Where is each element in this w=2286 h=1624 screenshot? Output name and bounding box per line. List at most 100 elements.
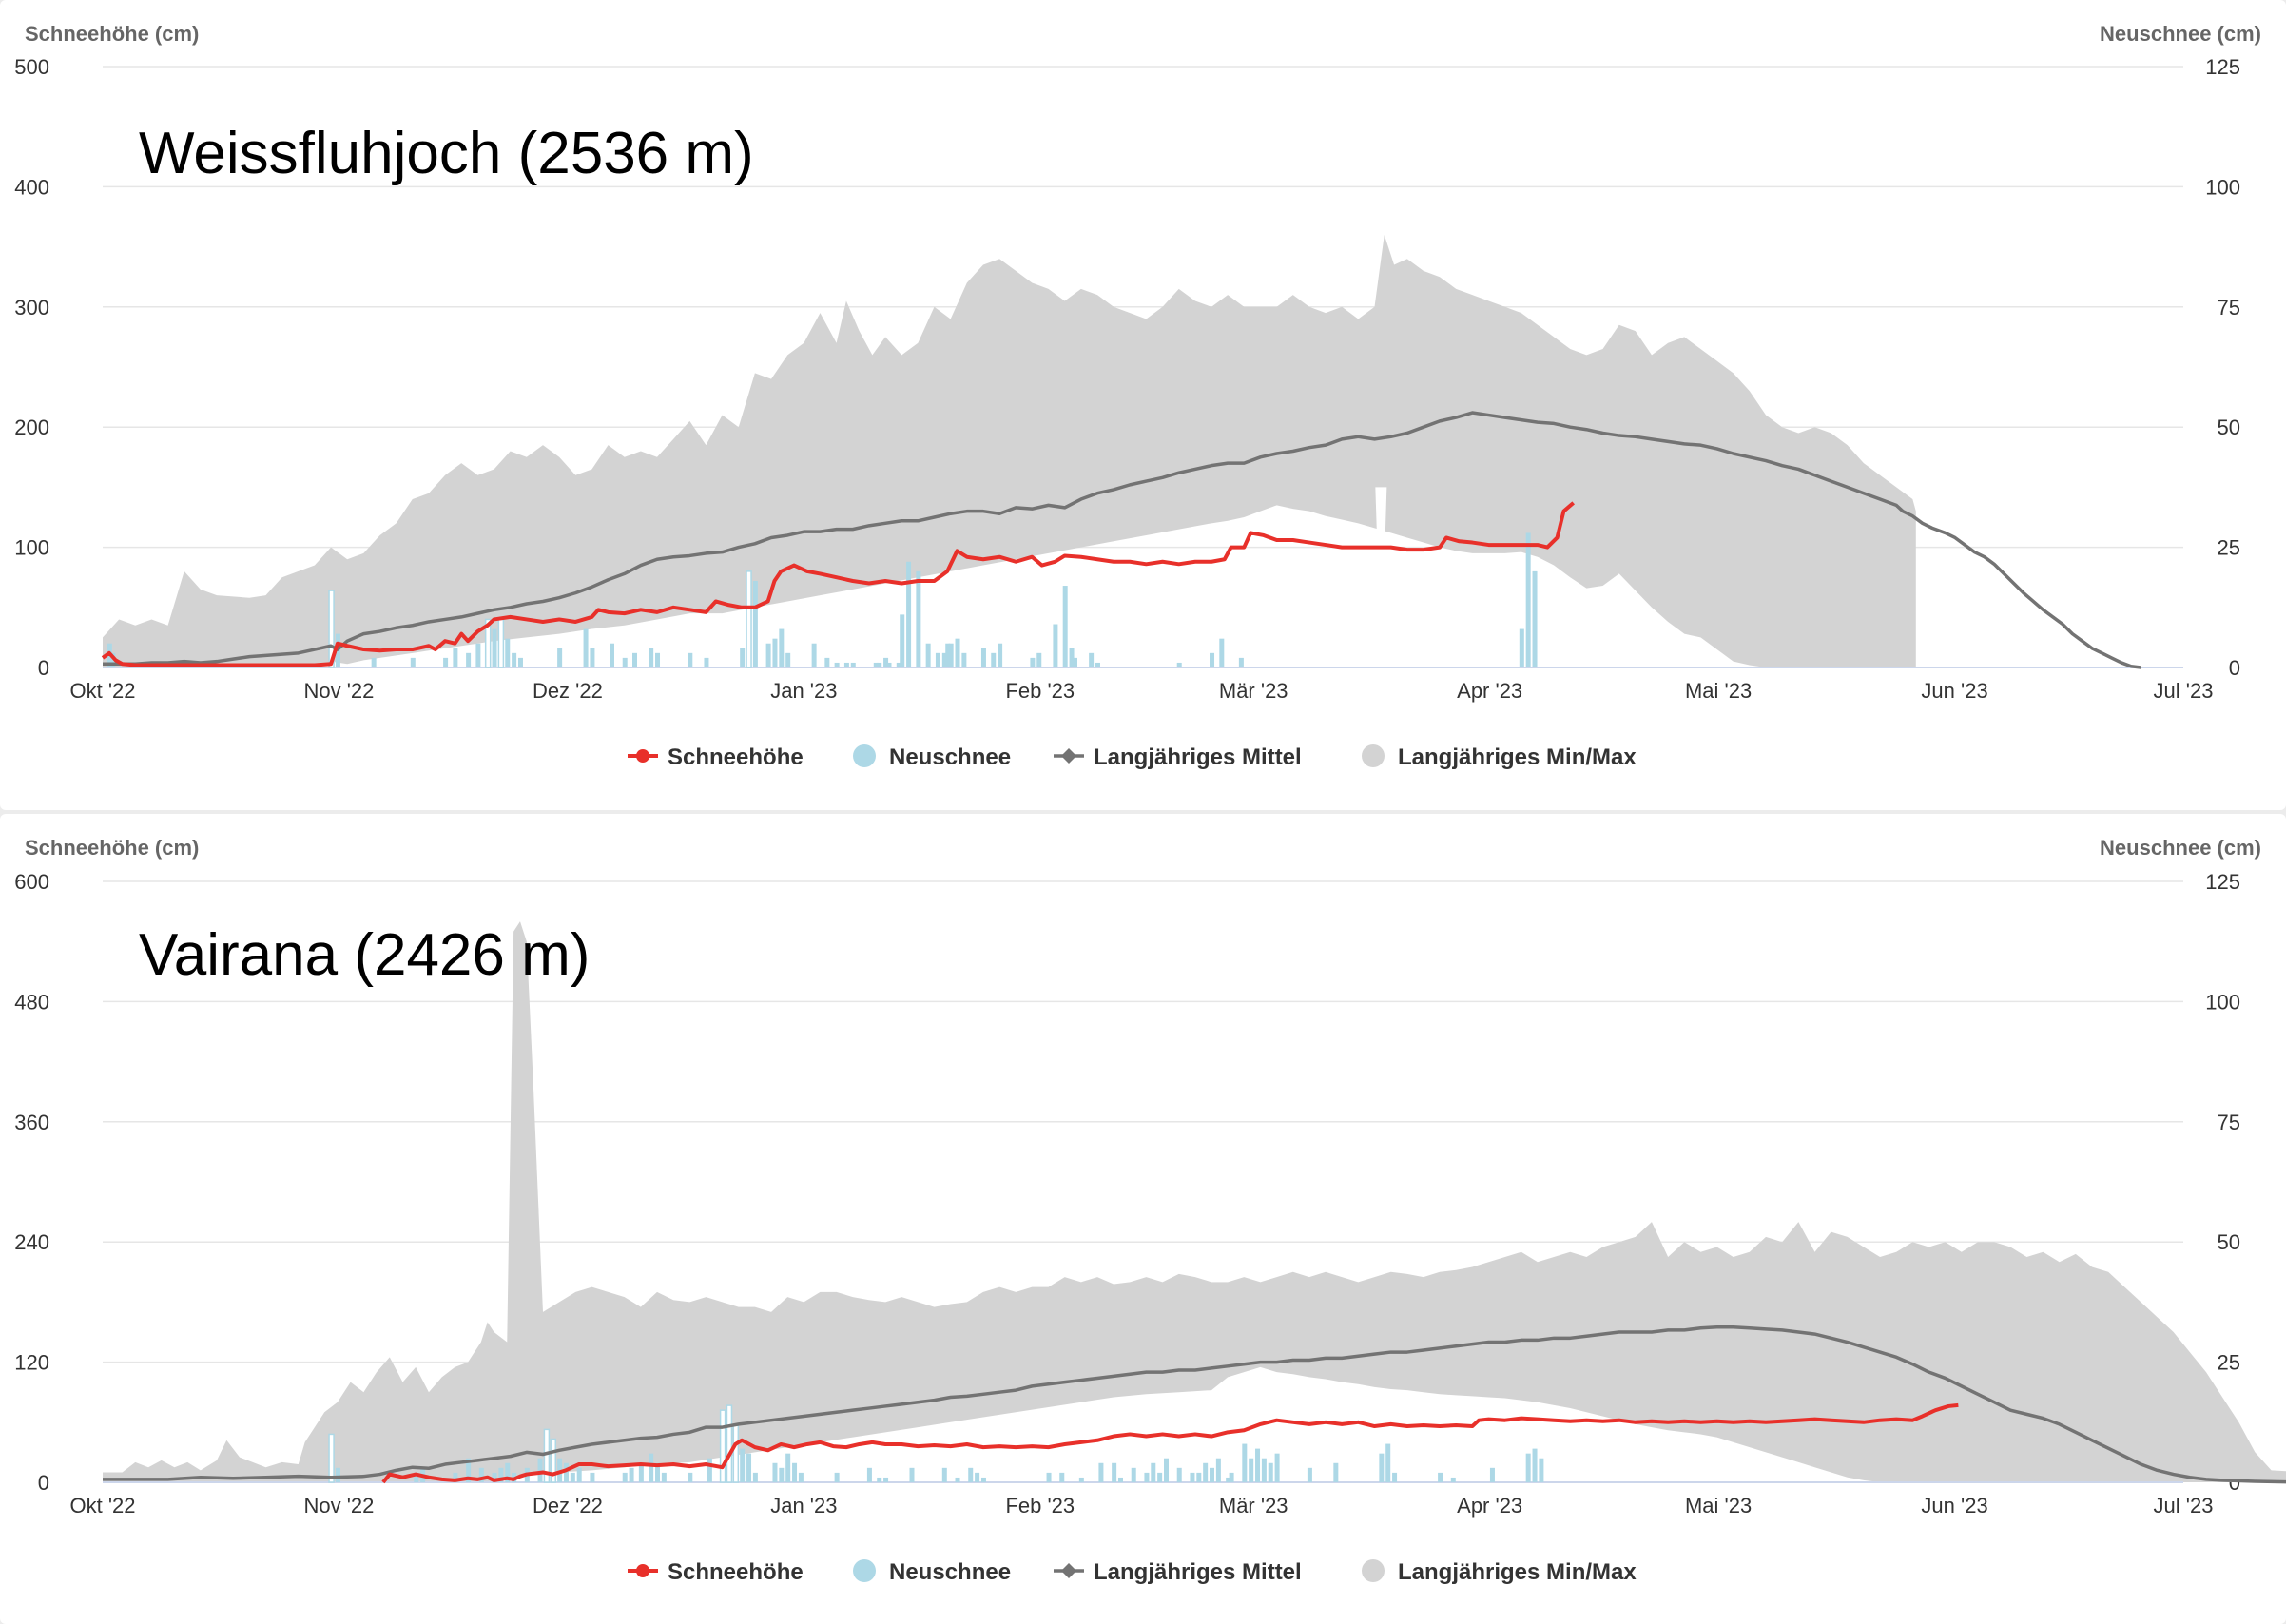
neuschnee-bar xyxy=(883,1477,889,1482)
neuschnee-bar xyxy=(792,1462,798,1482)
neuschnee-bar xyxy=(583,628,589,667)
legend-symbol xyxy=(636,749,649,763)
neuschnee-bar xyxy=(622,1472,628,1482)
neuschnee-bar xyxy=(1489,1467,1495,1482)
neuschnee-bar xyxy=(688,1472,693,1482)
x-tick-label: Apr '23 xyxy=(1457,1494,1522,1518)
y2-tick-label: 50 xyxy=(2218,416,2240,439)
mittel-line xyxy=(103,411,2141,669)
legend-symbol xyxy=(853,744,876,767)
y-tick-label: 120 xyxy=(14,1351,49,1375)
neuschnee-bar xyxy=(785,652,791,667)
neuschnee-bar xyxy=(1210,1467,1215,1482)
neuschnee-bar xyxy=(497,618,505,668)
neuschnee-bar xyxy=(948,643,954,667)
neuschnee-bar xyxy=(410,657,416,667)
x-tick-label: Jun '23 xyxy=(1921,679,1987,703)
neuschnee-bar xyxy=(1226,1477,1231,1482)
neuschnee-bar xyxy=(707,1458,712,1482)
neuschnee-bar xyxy=(834,662,840,667)
x-tick-label: Dez '22 xyxy=(533,679,603,703)
y2-tick-label: 100 xyxy=(2205,175,2240,199)
neuschnee-bar xyxy=(752,580,758,667)
neuschnee-bar xyxy=(505,1462,511,1482)
neuschnee-bar xyxy=(772,638,778,667)
legend-item-neuschnee[interactable]: Neuschnee xyxy=(853,1559,1011,1585)
neuschnee-bar xyxy=(975,1472,980,1482)
legend-item-mittel[interactable]: Langjähriges Mittel xyxy=(1054,744,1302,770)
y-tick-label: 0 xyxy=(38,656,49,680)
neuschnee-bar xyxy=(632,652,638,667)
neuschnee-bar xyxy=(941,652,947,667)
y2-tick-label: 50 xyxy=(2218,1230,2240,1254)
legend-symbol xyxy=(1362,744,1385,767)
legend-item-mittel[interactable]: Langjähriges Mittel xyxy=(1054,1559,1302,1585)
neuschnee-bar xyxy=(1117,1477,1123,1482)
neuschnee-bar xyxy=(453,648,458,667)
y2-tick-label: 125 xyxy=(2205,55,2240,79)
neuschnee-bar xyxy=(550,1438,557,1483)
neuschnee-bar xyxy=(1242,1443,1248,1482)
legend-item-minmax[interactable]: Langjähriges Min/Max xyxy=(1362,744,1637,770)
neuschnee-bar xyxy=(811,643,817,667)
x-tick-label: Mai '23 xyxy=(1685,1494,1752,1518)
neuschnee-bar xyxy=(916,570,921,667)
y-tick-label: 0 xyxy=(38,1471,49,1495)
legend-item-neuschnee[interactable]: Neuschnee xyxy=(853,744,1011,770)
neuschnee-bar xyxy=(655,1462,661,1482)
neuschnee-bar xyxy=(1176,1467,1182,1482)
neuschnee-bar xyxy=(1164,1458,1170,1482)
neuschnee-bar xyxy=(1438,1472,1443,1482)
neuschnee-bar xyxy=(1151,1462,1156,1482)
neuschnee-bar xyxy=(740,1448,746,1482)
neuschnee-bar xyxy=(655,652,661,667)
neuschnee-bar xyxy=(1036,652,1042,667)
neuschnee-bar xyxy=(980,1477,986,1482)
neuschnee-bar xyxy=(557,648,563,667)
x-tick-label: Jan '23 xyxy=(770,1494,837,1518)
neuschnee-bar xyxy=(1059,1472,1065,1482)
mittel-line xyxy=(103,1324,2286,1484)
neuschnee-bar xyxy=(1532,1448,1538,1482)
neuschnee-bar xyxy=(688,652,693,667)
legend-item-minmax[interactable]: Langjähriges Min/Max xyxy=(1362,1559,1637,1585)
neuschnee-bar xyxy=(1268,1462,1273,1482)
neuschnee-bar xyxy=(1030,657,1036,667)
neuschnee-bar xyxy=(732,1423,740,1483)
legend: Schneehöhe Neuschnee Langjähriges Mittel La… xyxy=(628,744,1637,770)
neuschnee-bar xyxy=(622,657,628,667)
neuschnee-bar xyxy=(752,1472,758,1482)
y-tick-label: 100 xyxy=(14,536,49,560)
neuschnee-bar xyxy=(1190,1472,1195,1482)
neuschnee-bar xyxy=(570,1472,575,1482)
neuschnee-bars xyxy=(328,1404,1544,1483)
neuschnee-bar xyxy=(719,1409,726,1483)
neuschnee-bar xyxy=(900,614,905,667)
neuschnee-bar xyxy=(505,638,511,667)
left-axis-title: Schneehöhe (cm) xyxy=(25,22,199,46)
y-tick-label: 200 xyxy=(14,416,49,439)
legend-item-schneehoehe[interactable]: Schneehöhe xyxy=(628,1559,804,1585)
neuschnee-bar xyxy=(877,662,882,667)
neuschnee-bar xyxy=(1450,1477,1456,1482)
legend-item-schneehoehe[interactable]: Schneehöhe xyxy=(628,744,804,770)
x-tick-label: Apr '23 xyxy=(1457,679,1522,703)
neuschnee-bar xyxy=(414,1472,419,1482)
neuschnee-bar xyxy=(649,648,654,667)
neuschnee-bar xyxy=(328,590,335,668)
neuschnee-bar xyxy=(443,657,449,667)
neuschnee-bar xyxy=(746,1453,752,1482)
neuschnee-bar xyxy=(955,1477,960,1482)
legend-symbol xyxy=(1362,1559,1385,1582)
neuschnee-bar xyxy=(512,652,517,667)
neuschnee-bar xyxy=(517,657,523,667)
neuschnee-bar xyxy=(1098,1462,1104,1482)
x-tick-label: Dez '22 xyxy=(533,1494,603,1518)
neuschnee-bar xyxy=(1379,1453,1385,1482)
neuschnee-bar xyxy=(955,638,960,667)
neuschnee-bar xyxy=(1525,532,1531,667)
y-tick-label: 600 xyxy=(14,870,49,894)
y2-tick-label: 0 xyxy=(2229,656,2240,680)
y2-tick-label: 125 xyxy=(2205,870,2240,894)
neuschnee-bar xyxy=(998,643,1003,667)
